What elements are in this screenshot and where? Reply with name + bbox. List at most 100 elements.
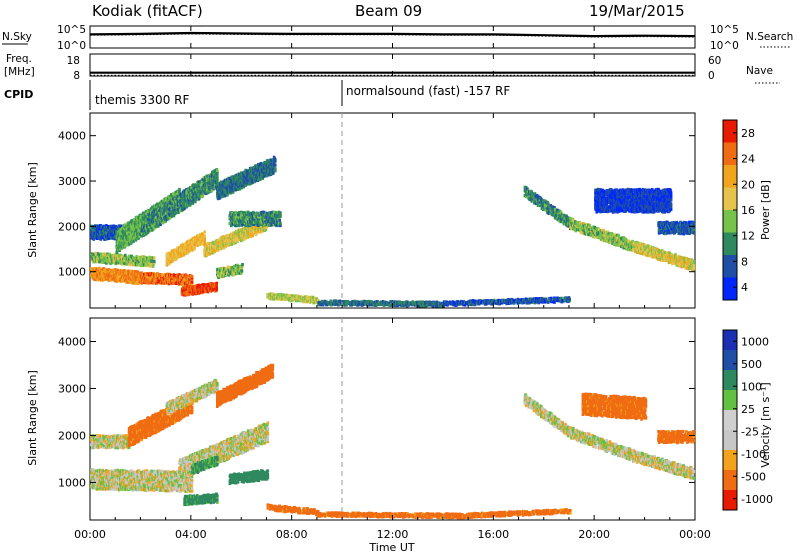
data-cell <box>117 257 121 261</box>
cpid-segment-2: normalsound (fast) -157 RF <box>346 84 510 98</box>
data-cell <box>117 248 120 252</box>
data-cell <box>119 279 123 283</box>
data-cell <box>133 256 137 260</box>
power-data-layer <box>90 155 696 308</box>
data-cell <box>91 228 95 232</box>
data-cell <box>98 227 101 231</box>
data-cell <box>124 223 127 227</box>
data-cell <box>159 222 162 227</box>
data-cell <box>115 225 118 229</box>
data-cell <box>121 236 125 240</box>
data-cell <box>201 194 205 198</box>
data-cell <box>178 248 182 252</box>
data-cell <box>186 248 189 252</box>
data-cell <box>102 260 106 264</box>
data-cell <box>178 187 181 192</box>
data-cell <box>142 260 146 264</box>
data-cell <box>216 174 219 178</box>
data-cell <box>102 267 106 271</box>
data-cell <box>115 261 118 265</box>
data-cell <box>107 268 111 272</box>
data-cell <box>193 247 196 251</box>
data-cell <box>240 269 244 273</box>
date-title: 19/Mar/2015 <box>589 2 685 20</box>
data-cell <box>204 188 207 192</box>
data-cell <box>173 192 176 196</box>
data-cell <box>144 281 148 285</box>
data-cell <box>216 179 219 184</box>
nsky-right-tick-top: 10^5 <box>710 24 739 36</box>
data-cell <box>115 250 119 255</box>
data-cell <box>288 294 292 298</box>
data-cell <box>183 278 187 282</box>
data-cell <box>171 210 174 214</box>
data-cell <box>117 234 120 238</box>
data-cell <box>154 224 157 228</box>
data-cell <box>129 233 133 237</box>
data-cell <box>176 273 179 277</box>
data-cell <box>153 259 156 264</box>
nsearch-series-line <box>89 33 696 38</box>
data-cell <box>105 261 108 265</box>
data-cell <box>153 226 156 230</box>
data-cell <box>105 268 108 272</box>
data-cell <box>209 181 213 185</box>
data-cell <box>206 174 209 178</box>
data-cell <box>190 274 194 279</box>
data-cell <box>118 248 121 252</box>
data-cell <box>166 272 169 276</box>
nsearch-label: N.Search <box>746 31 793 43</box>
data-cell <box>215 281 218 285</box>
data-cell <box>154 215 158 219</box>
data-cell <box>98 253 101 257</box>
nsky-series-line <box>89 31 696 38</box>
data-cell <box>156 202 159 206</box>
data-cell <box>108 274 111 278</box>
data-cell <box>105 224 108 228</box>
data-cell <box>198 195 201 199</box>
data-cell <box>117 273 120 277</box>
data-cell <box>160 206 163 210</box>
data-cell <box>149 277 152 281</box>
data-cell <box>191 201 195 205</box>
beam-title: Beam 09 <box>355 2 422 20</box>
data-cell <box>241 263 244 267</box>
data-cell <box>139 214 143 219</box>
data-cell <box>140 261 143 265</box>
data-cell <box>194 200 197 204</box>
nsky-left-tick-bottom: 10^0 <box>57 40 86 52</box>
data-cell <box>203 230 206 234</box>
data-cell <box>104 256 108 260</box>
freq-tick-top: 18 <box>67 55 80 67</box>
data-cell <box>121 230 125 234</box>
data-cell <box>190 280 194 284</box>
data-cell <box>274 163 277 167</box>
data-cell <box>127 242 131 246</box>
data-cell <box>132 239 135 243</box>
data-cell <box>190 282 194 286</box>
data-cell <box>134 270 138 274</box>
data-cell <box>168 216 172 220</box>
data-cell <box>151 264 155 268</box>
data-cell <box>136 232 139 236</box>
data-cell <box>177 210 180 214</box>
data-cell <box>160 281 164 285</box>
data-cell <box>125 240 128 244</box>
data-cell <box>216 171 219 175</box>
data-cell <box>119 253 123 257</box>
data-cell <box>92 237 96 241</box>
data-cell <box>172 280 176 284</box>
data-cell <box>105 276 108 281</box>
data-cell <box>119 269 123 273</box>
data-cell <box>203 234 206 238</box>
cpid-label: CPID <box>4 88 33 101</box>
data-cell <box>180 204 184 208</box>
data-cell <box>197 180 201 184</box>
data-cell <box>137 236 140 240</box>
data-cell <box>153 256 156 260</box>
freq-label: Freq. <box>6 53 32 65</box>
data-cell <box>178 190 181 194</box>
freq-unit: [MHz] <box>4 66 35 78</box>
nsky-left-tick-top: 10^5 <box>57 24 86 36</box>
